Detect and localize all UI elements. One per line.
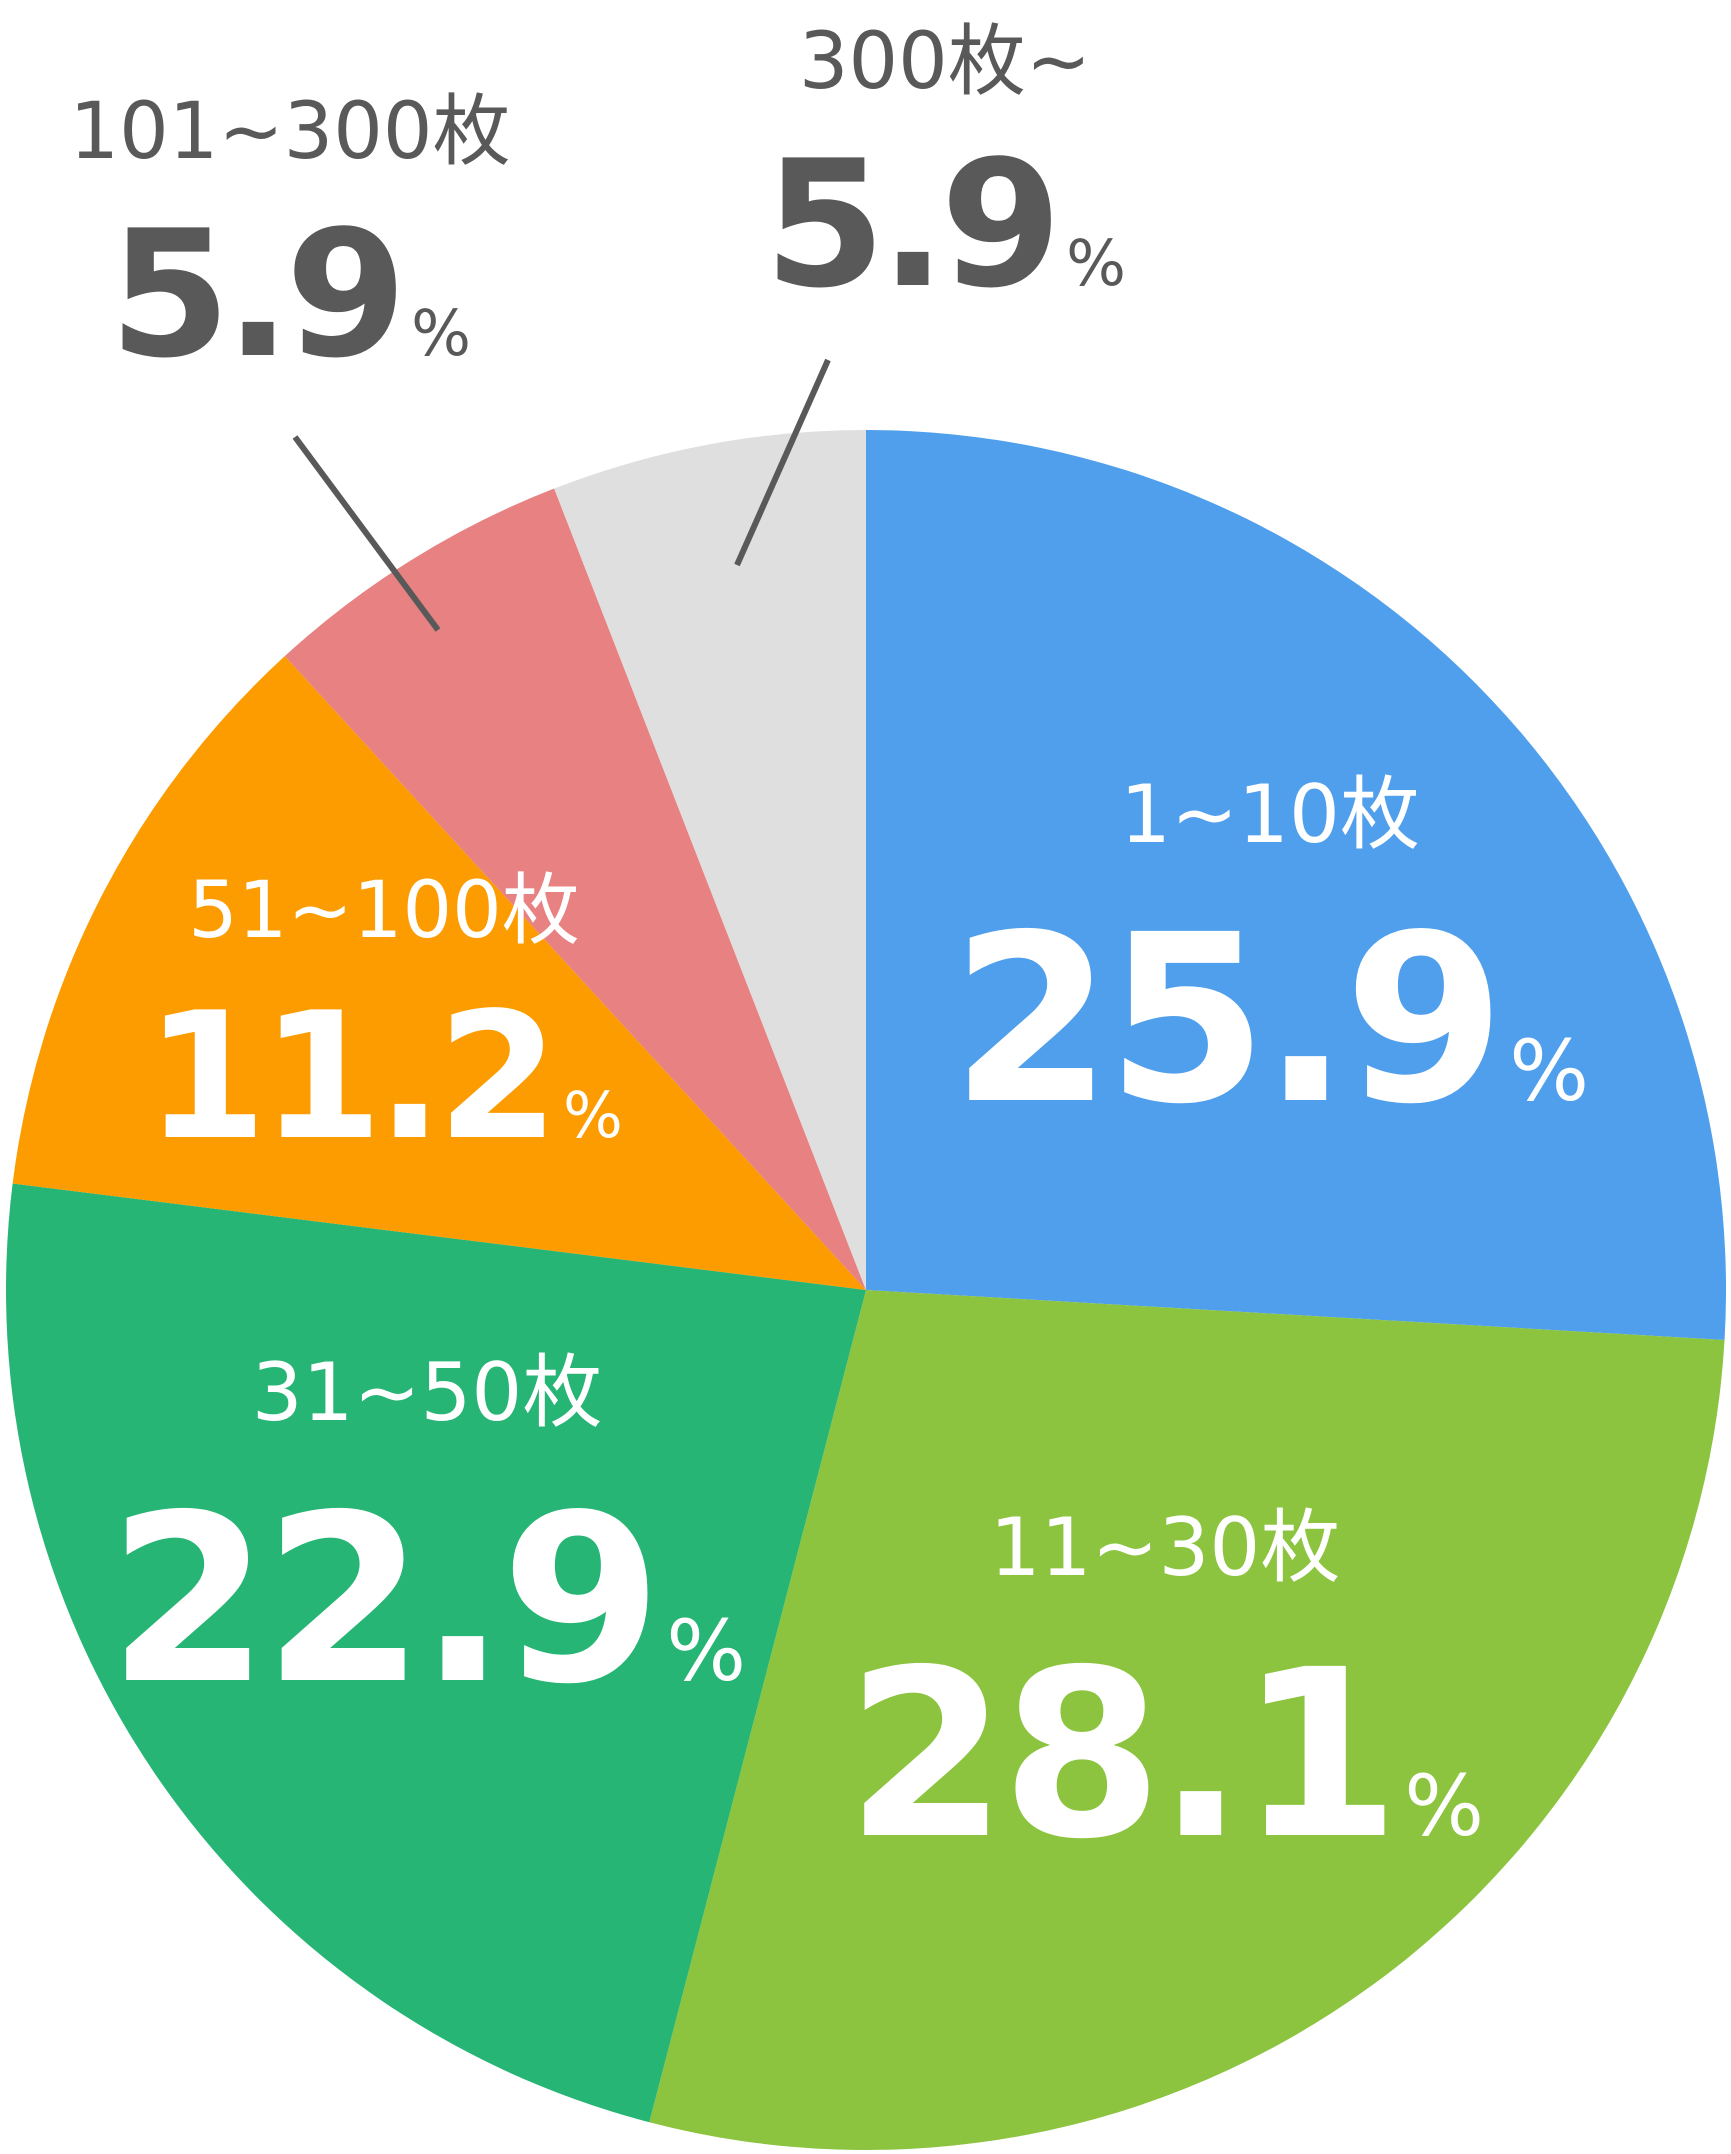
slice-value-31-50: 22.9%	[108, 1465, 746, 1735]
slice-label-1-10: 1~10枚	[1120, 768, 1420, 861]
pie-slice-1-10	[866, 430, 1727, 1340]
slice-label-11-30: 11~30枚	[990, 1501, 1341, 1594]
slice-label-300: 300枚~	[799, 17, 1091, 107]
slice-value-101-300: 5.9%	[109, 194, 471, 397]
leader-line-101-300	[292, 435, 441, 632]
pie-slice-300	[554, 430, 866, 1290]
pie-slice-51-100	[12, 656, 866, 1290]
slice-label-101-300: 101~300枚	[69, 87, 510, 177]
slice-label-31-50: 31~50枚	[252, 1346, 603, 1439]
slice-value-1-10: 25.9%	[951, 885, 1589, 1155]
slice-value-51-100: 11.2%	[145, 976, 623, 1179]
pie-slice-11-30	[649, 1290, 1725, 2151]
slice-value-11-30: 28.1%	[846, 1620, 1484, 1890]
slice-value-300: 5.9%	[764, 124, 1126, 327]
pie-slice-31-50	[6, 1183, 866, 2123]
leader-line-300	[734, 358, 831, 567]
slice-label-51-100: 51~100枚	[188, 866, 580, 956]
pie-slice-101-300	[284, 488, 866, 1290]
